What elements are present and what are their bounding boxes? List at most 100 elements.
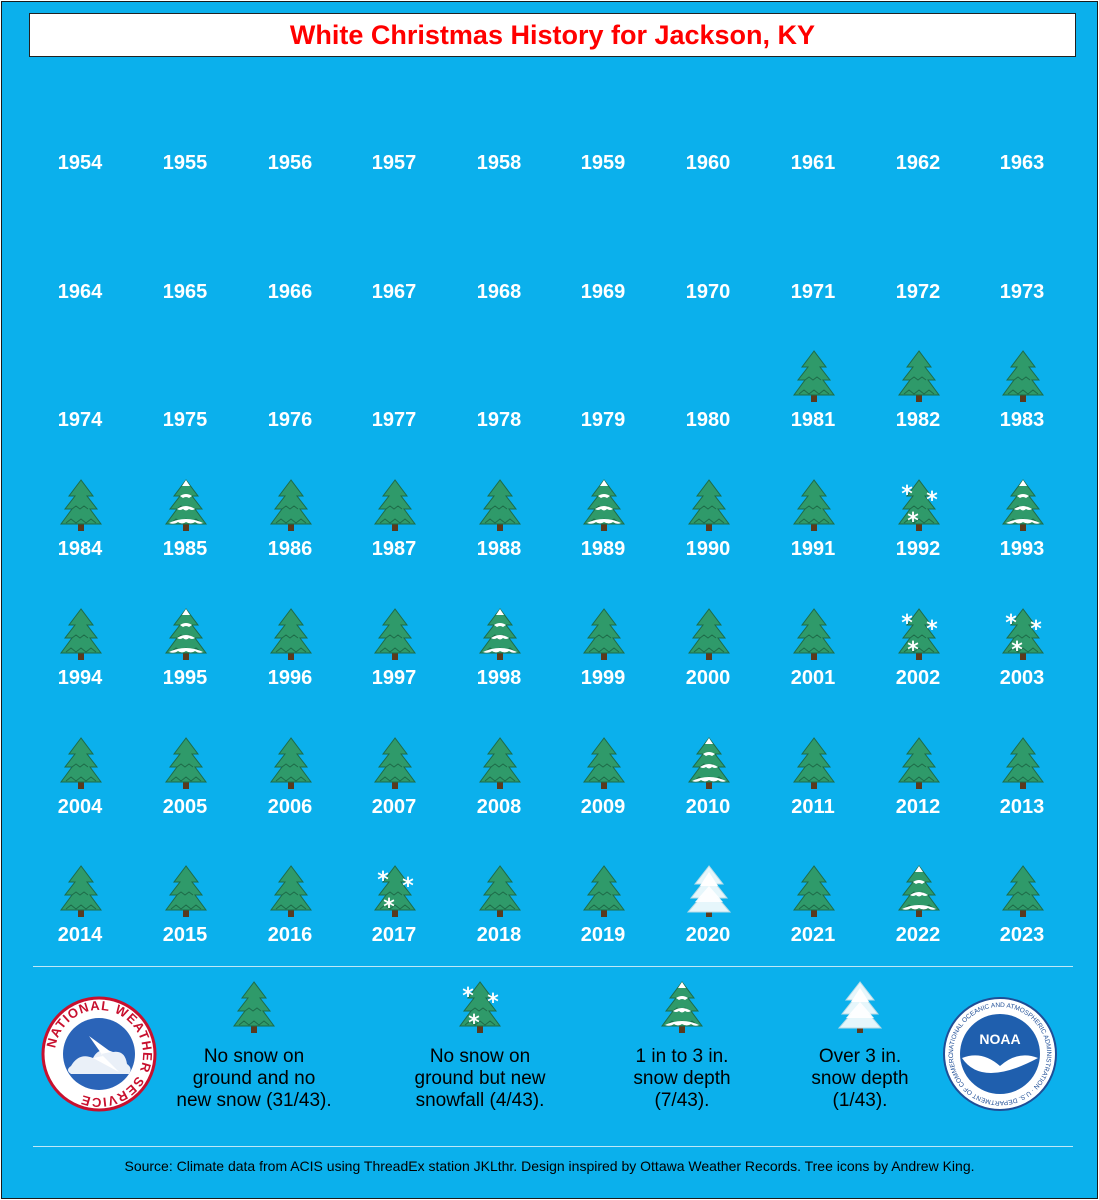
noaa-logo: NOAA NATIONAL OCEANIC AND ATMOSPHERIC AD… — [940, 991, 1058, 1117]
year-label: 2002 — [895, 666, 941, 689]
year-cell: 2018 — [447, 832, 551, 960]
year-cell: 1981 — [761, 317, 865, 445]
year-label: 1968 — [476, 280, 522, 303]
year-label: 1975 — [162, 409, 208, 432]
year-label: 1964 — [57, 280, 103, 303]
svg-text:*: * — [901, 611, 913, 636]
tree-icon — [896, 736, 942, 790]
year-label: 2014 — [57, 924, 103, 947]
year-label: 2018 — [476, 924, 522, 947]
divider-top — [33, 966, 1073, 967]
year-cell: 2008 — [447, 704, 551, 832]
tree-icon — [163, 478, 209, 532]
tree-icon — [1000, 736, 1046, 790]
year-label: 1965 — [162, 280, 208, 303]
tree-icon — [372, 736, 418, 790]
year-label: 1996 — [267, 666, 313, 689]
year-cell: 2013 — [970, 704, 1074, 832]
year-label: 1961 — [790, 152, 836, 174]
year-label: 1977 — [371, 409, 417, 432]
year-cell: 1991 — [761, 446, 865, 574]
year-label: 1990 — [685, 538, 731, 561]
year-label: 1993 — [999, 538, 1045, 561]
year-label: 1989 — [580, 538, 626, 561]
year-label: 1967 — [371, 280, 417, 303]
year-label: 2016 — [267, 924, 313, 947]
svg-text:*: * — [468, 1011, 480, 1034]
tree-icon — [58, 736, 104, 790]
year-label: 2009 — [580, 795, 626, 818]
year-cell: 1978 — [447, 317, 551, 445]
year-label: 2003 — [999, 666, 1045, 689]
tree-icon — [477, 736, 523, 790]
legend-tree-icon: * * * — [457, 980, 503, 1034]
year-label: 2000 — [685, 666, 731, 689]
year-cell: 1959 — [551, 60, 655, 188]
year-cell: 1958 — [447, 60, 551, 188]
year-cell: 1967 — [342, 189, 446, 317]
tree-icon — [58, 607, 104, 661]
year-label: 2008 — [476, 795, 522, 818]
year-cell: 1965 — [133, 189, 237, 317]
tree-icon — [58, 478, 104, 532]
year-label: 1959 — [580, 152, 626, 174]
year-cell: 1976 — [238, 317, 342, 445]
year-label: 2020 — [685, 924, 731, 947]
tree-icon — [477, 607, 523, 661]
year-label: 1998 — [476, 666, 522, 689]
year-cell: 1977 — [342, 317, 446, 445]
year-label: 1983 — [999, 409, 1045, 432]
year-cell: 1964 — [28, 189, 132, 317]
year-cell: 1961 — [761, 60, 865, 188]
tree-icon — [791, 736, 837, 790]
year-grid: 1954 1955 1956 1957 1958 1959 1960 1961 1962 1963… — [28, 60, 1074, 960]
legend-label: No snow on ground but new snowfall (4/43… — [414, 1046, 546, 1111]
year-cell: 1983 — [970, 317, 1074, 445]
svg-text:*: * — [462, 984, 474, 1009]
year-cell: 1975 — [133, 317, 237, 445]
year-label: 2007 — [371, 795, 417, 818]
year-label: 1987 — [371, 538, 417, 561]
year-label: 2006 — [267, 795, 313, 818]
year-cell: 1973 — [970, 189, 1074, 317]
year-cell: 2023 — [970, 832, 1074, 960]
tree-icon — [58, 864, 104, 918]
legend-label: Over 3 in. snow depth (1/43). — [811, 1046, 909, 1111]
tree-icon — [163, 736, 209, 790]
year-label: 1997 — [371, 666, 417, 689]
year-cell: 2006 — [238, 704, 342, 832]
legend-item: No snow on ground and no new snow (31/43… — [154, 980, 354, 1112]
tree-icon — [581, 478, 627, 532]
year-cell: * * * 2017 — [342, 832, 446, 960]
tree-icon — [268, 736, 314, 790]
year-label: 1979 — [580, 409, 626, 432]
tree-icon — [477, 478, 523, 532]
year-cell: 1970 — [656, 189, 760, 317]
svg-text:*: * — [487, 990, 499, 1015]
page-title: White Christmas History for Jackson, KY — [289, 19, 816, 50]
tree-icon — [372, 478, 418, 532]
noaa-center-text: NOAA — [979, 1031, 1020, 1047]
tree-icon — [1000, 478, 1046, 532]
legend-item: * * * No snow on ground but new snowfall (4… — [380, 980, 580, 1112]
year-label: 1985 — [162, 538, 208, 561]
legend-label: No snow on ground and no new snow (31/43… — [176, 1046, 332, 1111]
tree-icon: * * * — [896, 478, 942, 532]
year-cell: 1960 — [656, 60, 760, 188]
year-cell: 2015 — [133, 832, 237, 960]
tree-icon — [477, 864, 523, 918]
year-label: 1973 — [999, 280, 1045, 303]
year-label: 1971 — [790, 280, 836, 303]
tree-icon — [896, 349, 942, 403]
year-label: 2010 — [685, 795, 731, 818]
legend-tree-icon — [231, 980, 277, 1034]
year-cell: 2001 — [761, 575, 865, 703]
year-cell: 2007 — [342, 704, 446, 832]
year-label: 1992 — [895, 538, 941, 561]
year-label: 2022 — [895, 924, 941, 947]
year-cell: 1998 — [447, 575, 551, 703]
year-cell: 1962 — [866, 60, 970, 188]
year-cell: 1969 — [551, 189, 655, 317]
year-label: 1963 — [999, 152, 1045, 174]
tree-icon — [268, 478, 314, 532]
